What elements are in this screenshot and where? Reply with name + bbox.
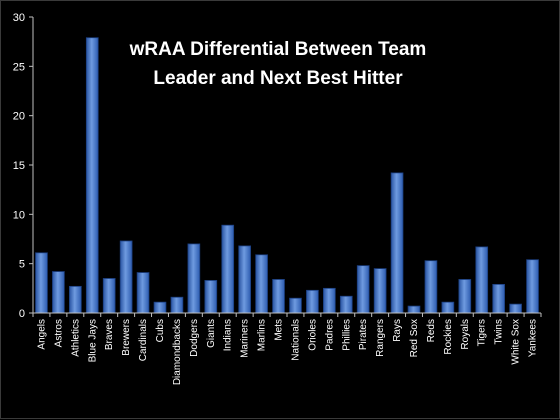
chart-title: wRAA Differential Between Team Leader an… [129,39,427,89]
y-tick-label: 25 [13,61,25,73]
y-tick-label: 0 [19,308,25,320]
x-tick-label: Nationals [290,319,301,361]
bar-cubs [153,301,167,314]
y-tick-label: 5 [19,259,25,271]
x-tick-label: Angels [36,319,47,350]
bar-mariners [238,245,251,314]
x-tick-label: Cubs [155,319,166,342]
bar-pirates [356,265,370,314]
bar-braves [102,278,116,314]
bar-royals [458,279,472,314]
x-tick-label: Reds [426,319,437,342]
x-tick-label: Rangers [375,319,386,357]
x-tick-label: Astros [53,319,64,347]
x-tick-label: Pirates [358,319,369,350]
x-tick-label: Tigers [477,319,488,346]
x-tick-label: Mariners [240,319,251,358]
x-tick-label: Rockies [443,319,454,355]
bar-reds [424,260,438,314]
x-tick-label: Red Sox [409,319,420,357]
bar-athletics [69,285,82,314]
bar-giants [204,280,218,314]
bar-rockies [441,301,455,314]
y-tick-labels: 0 5 10 15 20 25 30 [13,12,25,320]
x-tick-label: Dodgers [189,319,200,357]
x-tick-label: Athletics [70,319,81,357]
bar-diamondbacks [170,296,184,314]
bar-yankees [526,259,539,314]
bar-marlins [255,254,268,314]
axes [29,16,542,317]
bar-cardinals [136,272,150,314]
x-tick-label: Indians [223,319,234,351]
x-tick-label: Cardinals [138,319,149,361]
y-tick-label: 30 [13,12,25,24]
bar-mets [272,279,285,314]
x-tick-label: Giants [206,319,217,348]
bar-twins [492,283,505,314]
bar-blue-jays [85,37,99,314]
bar-brewers [119,240,133,314]
y-tick-label: 15 [13,160,25,172]
x-tick-label: Braves [104,319,115,350]
bar-phillies [339,295,353,314]
x-tick-label: Blue Jays [87,319,98,362]
x-tick-label: Yankees [528,319,539,357]
bar-rangers [373,268,387,314]
y-tick-label: 20 [13,111,25,123]
x-tick-label: Twins [494,319,505,345]
bar-padres [323,287,336,314]
bar-rays [390,172,404,314]
x-tick-label: Royals [460,319,471,350]
bar-dodgers [187,243,201,314]
x-tick-label: Orioles [307,319,318,351]
x-tick-labels: Angels Astros Athletics Blue Jays Braves Brew… [36,319,538,385]
x-tick-label: Rays [392,319,403,342]
x-tick-label: Phillies [341,319,352,351]
bar-nationals [289,297,302,314]
x-tick-label: White Sox [511,319,522,365]
bar-astros [52,271,65,314]
bar-white-sox [509,303,522,314]
bar-red-sox [407,305,421,314]
bar-tigers [475,246,489,314]
x-tick-label: Marlins [257,319,268,351]
x-tick-label: Mets [274,319,285,341]
y-tick-label: 10 [13,209,25,221]
bar-orioles [306,289,319,314]
bar-indians [221,224,235,314]
x-tick-label: Padres [324,319,335,351]
x-tick-label: Brewers [121,319,132,356]
bar-angels [35,252,48,314]
x-tick-label: Diamondbacks [172,319,183,385]
bars-layer [35,37,539,314]
